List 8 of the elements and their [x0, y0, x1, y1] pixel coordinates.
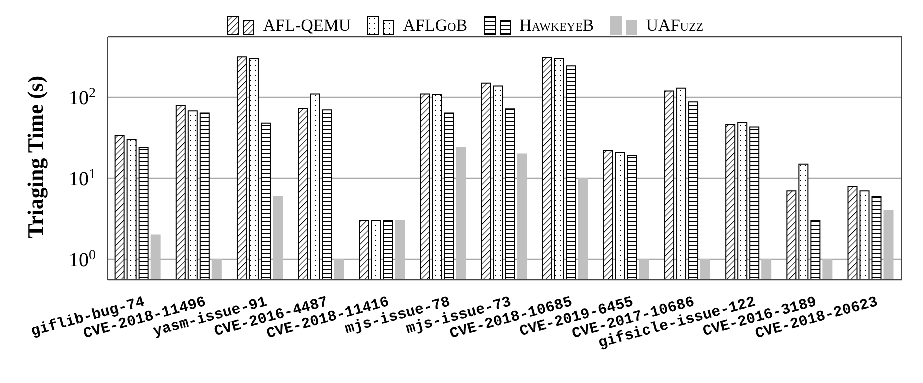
y-tick-label: 10$^{0}$ — [69, 248, 96, 272]
y-axis-title: Triaging Time (s) — [22, 76, 48, 238]
legend-label: AFLGoB — [403, 16, 468, 36]
y-tick-label: 10$^{2}$ — [69, 86, 96, 110]
legend-label: HawkeyeB — [520, 16, 594, 36]
legend-label: UAFuzz — [646, 16, 704, 36]
legend-label: AFL-QEMU — [263, 16, 352, 36]
y-tick-label: 10$^{1}$ — [69, 167, 96, 191]
